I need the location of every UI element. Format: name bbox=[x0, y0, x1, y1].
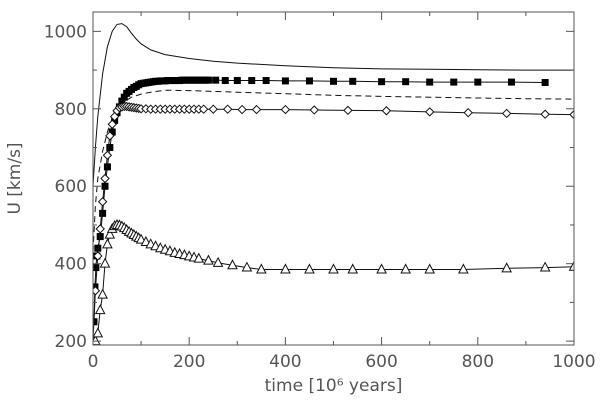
data-point-square bbox=[305, 77, 313, 85]
data-point-diamond bbox=[198, 104, 209, 114]
data-point-diamond bbox=[343, 105, 353, 116]
data-point-triangle bbox=[501, 262, 512, 273]
data-point-triangle bbox=[193, 252, 205, 263]
data-point-square bbox=[99, 209, 107, 217]
series-4-line bbox=[93, 106, 574, 342]
data-point-square bbox=[233, 77, 241, 85]
data-point-square bbox=[402, 78, 410, 86]
data-point-square bbox=[248, 77, 256, 85]
data-point-triangle bbox=[94, 304, 106, 315]
y-tick-label: 400 bbox=[55, 255, 87, 275]
data-point-triangle bbox=[97, 288, 108, 299]
data-point-diamond bbox=[208, 104, 218, 114]
x-tick-label: 1000 bbox=[552, 352, 595, 372]
data-point-diamond bbox=[93, 251, 103, 261]
y-tick-label: 200 bbox=[55, 332, 87, 352]
series-layer bbox=[93, 23, 574, 345]
data-point-square bbox=[330, 77, 337, 85]
data-point-square bbox=[221, 77, 229, 85]
data-point-square bbox=[93, 264, 100, 272]
data-point-triangle bbox=[241, 261, 253, 272]
data-point-square bbox=[106, 144, 114, 152]
data-point-diamond bbox=[424, 107, 435, 117]
series-3-line bbox=[93, 79, 546, 322]
data-point-diamond bbox=[107, 119, 117, 129]
data-point-diamond bbox=[95, 224, 105, 234]
data-point-square bbox=[103, 163, 111, 171]
data-point-square bbox=[281, 77, 289, 85]
data-point-triangle bbox=[93, 335, 101, 345]
series-1-line bbox=[93, 23, 574, 187]
data-point-square bbox=[426, 78, 434, 86]
data-point-triangle bbox=[376, 263, 387, 274]
data-point-square bbox=[108, 128, 116, 136]
data-point-diamond bbox=[540, 109, 550, 119]
data-point-triangle bbox=[424, 263, 436, 274]
data-point-triangle bbox=[102, 238, 113, 249]
data-point-diamond bbox=[102, 150, 113, 160]
data-point-diamond bbox=[97, 197, 108, 207]
data-point-square bbox=[349, 77, 357, 85]
x-tick-label: 0 bbox=[88, 352, 99, 372]
data-point-triangle bbox=[280, 263, 291, 274]
data-point-square bbox=[94, 244, 102, 252]
y-tick-label: 800 bbox=[55, 100, 87, 120]
data-point-triangle bbox=[93, 327, 104, 338]
data-point-diamond bbox=[501, 108, 512, 119]
data-point-square bbox=[262, 77, 270, 85]
data-point-triangle bbox=[104, 228, 116, 239]
data-point-triangle bbox=[458, 263, 469, 274]
series-1 bbox=[93, 23, 574, 187]
data-point-diamond bbox=[463, 107, 473, 118]
data-point-square bbox=[541, 78, 549, 86]
data-point-diamond bbox=[237, 104, 247, 115]
data-point-diamond bbox=[569, 109, 574, 120]
data-point-diamond bbox=[251, 104, 262, 115]
data-point-diamond bbox=[100, 173, 110, 184]
data-point-diamond bbox=[105, 131, 115, 141]
y-axis-title: U [km/s] bbox=[5, 142, 25, 214]
series-2-line bbox=[93, 89, 574, 253]
data-point-square bbox=[474, 78, 482, 86]
data-point-triangle bbox=[256, 263, 267, 274]
data-point-triangle bbox=[99, 257, 111, 268]
data-point-triangle bbox=[304, 263, 315, 274]
series-5 bbox=[93, 218, 574, 345]
data-point-diamond bbox=[93, 286, 101, 296]
data-point-diamond bbox=[280, 104, 291, 115]
data-point-square bbox=[212, 76, 220, 84]
x-axis-title: time [10⁶ years] bbox=[265, 376, 403, 396]
data-point-triangle bbox=[203, 254, 214, 265]
data-point-triangle bbox=[227, 259, 238, 270]
data-point-diamond bbox=[222, 104, 233, 114]
x-tick-label: 200 bbox=[173, 352, 205, 372]
y-tick-label: 1000 bbox=[44, 22, 87, 42]
data-point-square bbox=[96, 233, 104, 241]
data-point-square bbox=[118, 97, 126, 105]
data-point-diamond bbox=[309, 105, 319, 115]
data-point-square bbox=[507, 78, 515, 86]
data-point-square bbox=[93, 318, 98, 326]
data-point-triangle bbox=[328, 263, 339, 274]
plot-frame bbox=[92, 11, 575, 346]
data-point-diamond bbox=[381, 106, 392, 116]
series-4 bbox=[93, 101, 574, 345]
data-point-triangle bbox=[539, 261, 551, 272]
x-tick-label: 800 bbox=[462, 352, 494, 372]
data-point-triangle bbox=[400, 263, 411, 274]
data-point-square bbox=[101, 182, 109, 190]
data-point-triangle bbox=[212, 256, 224, 267]
data-point-square bbox=[204, 76, 212, 84]
series-2 bbox=[93, 89, 574, 253]
x-tick-label: 400 bbox=[269, 352, 301, 372]
x-tick-label: 600 bbox=[365, 352, 397, 372]
data-point-square bbox=[378, 78, 386, 86]
series-3 bbox=[93, 76, 549, 326]
y-tick-label: 600 bbox=[55, 177, 87, 197]
data-point-triangle bbox=[347, 263, 359, 274]
data-point-square bbox=[120, 93, 128, 101]
data-point-square bbox=[450, 78, 458, 86]
